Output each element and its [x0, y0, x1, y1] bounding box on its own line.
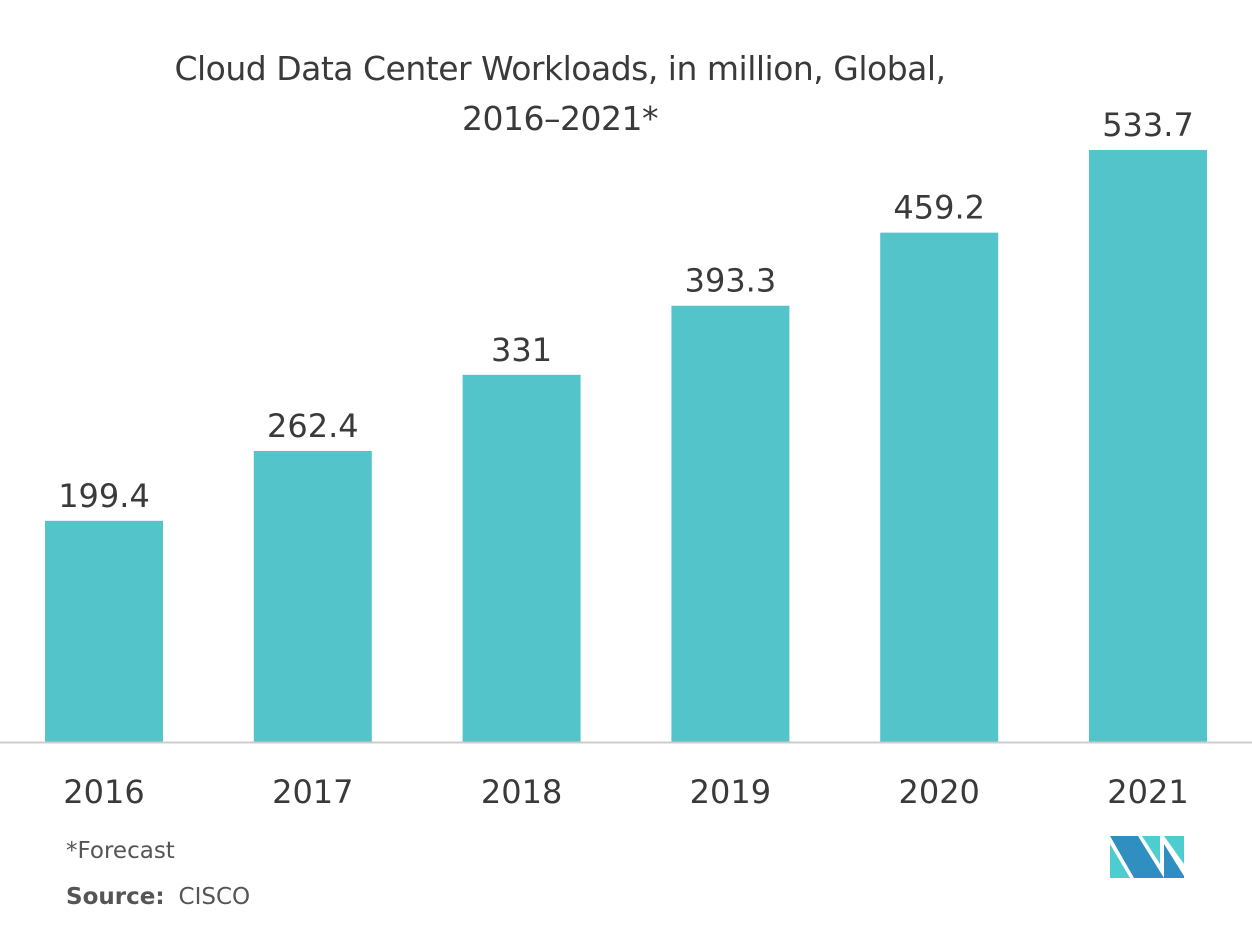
chart-title-line-2: 2016–2021*: [462, 99, 658, 138]
chart-title: Cloud Data Center Workloads, in million,…: [60, 44, 1060, 144]
logo-shape-3: [1142, 836, 1160, 864]
x-tick-label-2018: 2018: [481, 773, 562, 811]
x-tick-label-2017: 2017: [272, 773, 353, 811]
x-tick-label-2019: 2019: [690, 773, 771, 811]
x-tick-label-2016: 2016: [63, 773, 144, 811]
footnote: *Forecast: [66, 838, 175, 864]
source-line: Source: CISCO: [66, 884, 250, 910]
bar-2018: [462, 374, 581, 742]
source-value: CISCO: [178, 884, 251, 910]
logo-shape-2: [1110, 844, 1130, 878]
data-label-2021: 533.7: [1102, 106, 1194, 144]
data-label-2019: 393.3: [685, 262, 777, 300]
data-label-2016: 199.4: [58, 477, 150, 515]
logo-shape-5: [1164, 844, 1184, 878]
bar-2016: [45, 520, 163, 742]
brand-logo: [1110, 836, 1184, 878]
logo-shape-4: [1164, 836, 1184, 864]
data-label-2018: 331: [491, 331, 552, 369]
bar-2020: [880, 232, 999, 742]
bar-2021: [1089, 150, 1207, 742]
data-label-2017: 262.4: [267, 407, 359, 445]
bar-2017: [253, 450, 372, 742]
x-tick-label-2020: 2020: [898, 773, 979, 811]
x-tick-label-2021: 2021: [1107, 773, 1188, 811]
bar-2019: [671, 305, 790, 742]
source-label: Source:: [66, 884, 165, 910]
data-label-2020: 459.2: [893, 189, 985, 227]
chart-title-line-1: Cloud Data Center Workloads, in million,…: [174, 49, 946, 88]
logo-shape-1: [1110, 836, 1164, 878]
